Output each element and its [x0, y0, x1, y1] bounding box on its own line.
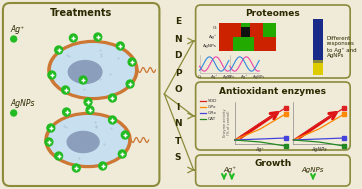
Text: Ag⁺: Ag⁺ — [11, 26, 25, 35]
Ellipse shape — [51, 43, 135, 97]
Circle shape — [94, 33, 102, 41]
FancyBboxPatch shape — [195, 82, 350, 150]
Text: GRx: GRx — [207, 111, 216, 115]
Text: CAT: CAT — [207, 117, 216, 121]
Text: AgNPs: AgNPs — [302, 167, 324, 173]
Circle shape — [55, 152, 63, 160]
FancyBboxPatch shape — [195, 155, 350, 186]
Text: SOD: SOD — [207, 99, 217, 103]
Circle shape — [70, 34, 77, 42]
Text: AgNPs: AgNPs — [203, 44, 217, 48]
Ellipse shape — [45, 112, 131, 167]
Text: AgNPs: AgNPs — [253, 75, 265, 79]
Text: Treatments: Treatments — [50, 8, 112, 18]
Ellipse shape — [68, 60, 102, 84]
Bar — [241, 27, 250, 37]
Text: N: N — [174, 119, 182, 129]
Circle shape — [86, 106, 94, 114]
Circle shape — [62, 86, 70, 94]
Circle shape — [79, 76, 87, 84]
Bar — [313, 60, 323, 63]
Bar — [313, 63, 323, 75]
Ellipse shape — [48, 115, 128, 165]
FancyBboxPatch shape — [3, 3, 159, 186]
Text: AgNPs: AgNPs — [223, 75, 235, 79]
Text: E: E — [175, 18, 181, 26]
Text: D: D — [174, 51, 182, 60]
Circle shape — [47, 124, 55, 132]
Bar — [254, 37, 276, 51]
Text: Ag⁺: Ag⁺ — [256, 147, 265, 153]
Circle shape — [11, 110, 17, 116]
Text: P: P — [175, 68, 181, 77]
Text: Ag⁺: Ag⁺ — [223, 167, 236, 173]
Circle shape — [84, 98, 92, 106]
Bar — [219, 23, 276, 51]
Ellipse shape — [48, 40, 138, 99]
Text: AgNPs: AgNPs — [311, 147, 327, 153]
Ellipse shape — [67, 131, 100, 153]
Bar — [219, 37, 233, 51]
Text: Ct: Ct — [212, 26, 217, 30]
Text: Ag⁺: Ag⁺ — [209, 35, 217, 39]
Text: Enzyme activity
(% of control): Enzyme activity (% of control) — [223, 109, 231, 137]
Bar — [313, 19, 323, 60]
Text: O: O — [174, 85, 182, 94]
Circle shape — [45, 138, 53, 146]
Circle shape — [126, 80, 134, 88]
Text: Growth: Growth — [254, 159, 291, 167]
Circle shape — [63, 108, 71, 116]
Circle shape — [11, 36, 17, 42]
Circle shape — [99, 162, 107, 170]
Text: Ag⁺: Ag⁺ — [211, 75, 218, 79]
Text: I: I — [176, 102, 180, 112]
FancyBboxPatch shape — [195, 5, 350, 78]
Text: AgNPs: AgNPs — [11, 98, 35, 108]
Bar — [250, 23, 263, 37]
Text: Ct: Ct — [228, 75, 232, 79]
Circle shape — [128, 58, 136, 66]
Circle shape — [121, 131, 129, 139]
Circle shape — [48, 71, 56, 79]
Bar — [219, 23, 241, 37]
Text: Different
responses
to Ag⁺ and
AgNPs: Different responses to Ag⁺ and AgNPs — [327, 36, 356, 58]
Text: S: S — [175, 153, 181, 163]
Text: Antioxidant enzymes: Antioxidant enzymes — [219, 87, 327, 95]
Circle shape — [72, 164, 80, 172]
Circle shape — [118, 150, 126, 158]
Circle shape — [109, 116, 117, 124]
Circle shape — [117, 42, 124, 50]
Text: T: T — [175, 136, 181, 146]
Circle shape — [55, 46, 63, 54]
Text: GPx: GPx — [207, 105, 216, 109]
Circle shape — [109, 94, 117, 102]
Text: Ag⁺: Ag⁺ — [241, 75, 248, 79]
Text: N: N — [174, 35, 182, 43]
Text: Ct: Ct — [197, 75, 202, 79]
Text: Proteomes: Proteomes — [245, 9, 300, 19]
